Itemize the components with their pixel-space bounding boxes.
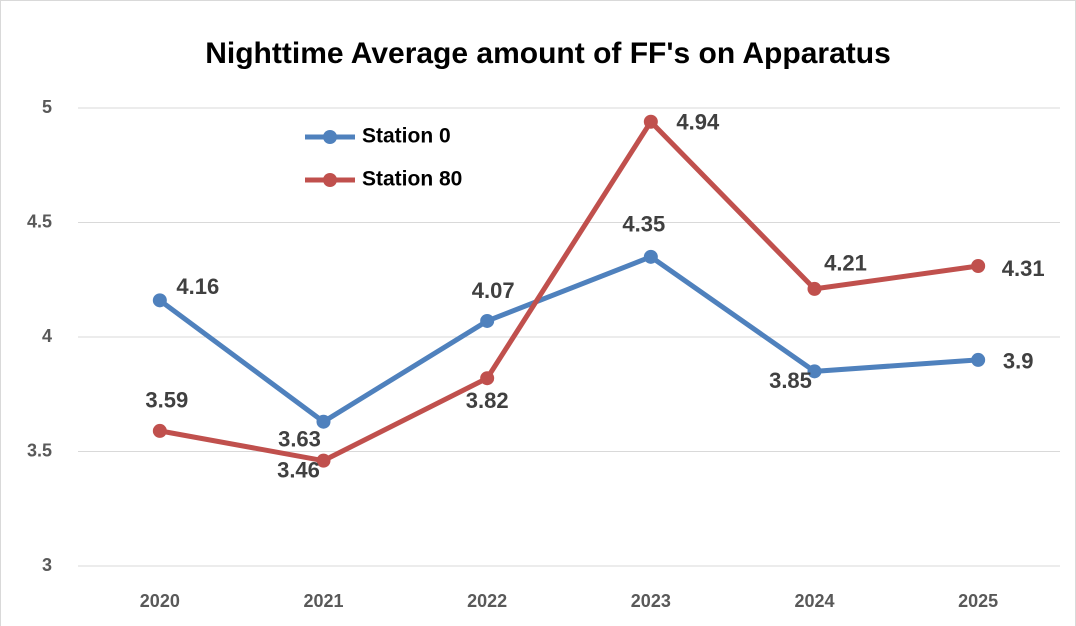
legend-label: Station 80 — [362, 168, 462, 191]
data-point — [152, 423, 167, 438]
data-point — [971, 352, 986, 367]
data-point — [643, 249, 658, 264]
data-point — [807, 364, 822, 379]
data-label: 4.94 — [676, 110, 720, 135]
data-point — [316, 414, 331, 429]
y-tick-label: 3 — [42, 555, 52, 575]
legend-marker — [323, 173, 337, 187]
data-label: 3.59 — [145, 388, 188, 413]
x-tick-label: 2023 — [631, 591, 671, 611]
y-tick-label: 3.5 — [27, 440, 52, 460]
data-label: 3.85 — [769, 368, 812, 393]
data-label: 4.16 — [176, 274, 219, 299]
data-point — [152, 293, 167, 308]
series-line — [158, 254, 979, 425]
data-label: 4.21 — [824, 251, 867, 276]
x-tick-label: 2022 — [467, 591, 507, 611]
data-label: 4.31 — [1002, 256, 1045, 281]
x-tick-label: 2024 — [794, 591, 834, 611]
data-point — [807, 281, 822, 296]
y-tick-label: 5 — [42, 97, 52, 117]
series-line — [159, 119, 979, 464]
data-label: 3.82 — [466, 388, 509, 413]
chart-title: Nighttime Average amount of FF's on Appa… — [205, 37, 891, 70]
data-label: 3.63 — [278, 427, 321, 452]
data-point — [643, 114, 658, 129]
data-label: 3.46 — [277, 457, 320, 482]
legend-label: Station 0 — [362, 125, 451, 148]
data-label: 3.9 — [1003, 349, 1034, 374]
data-label: 4.35 — [622, 212, 665, 237]
data-point — [480, 371, 495, 386]
y-tick-label: 4.5 — [27, 211, 52, 231]
legend-marker — [323, 130, 337, 144]
x-tick-label: 2021 — [303, 591, 343, 611]
y-tick-label: 4 — [42, 326, 52, 346]
x-tick-label: 2025 — [958, 591, 998, 611]
data-point — [480, 313, 495, 328]
x-tick-label: 2020 — [140, 591, 180, 611]
data-point — [971, 259, 986, 274]
data-label: 4.07 — [472, 278, 515, 303]
data-point — [316, 453, 331, 468]
